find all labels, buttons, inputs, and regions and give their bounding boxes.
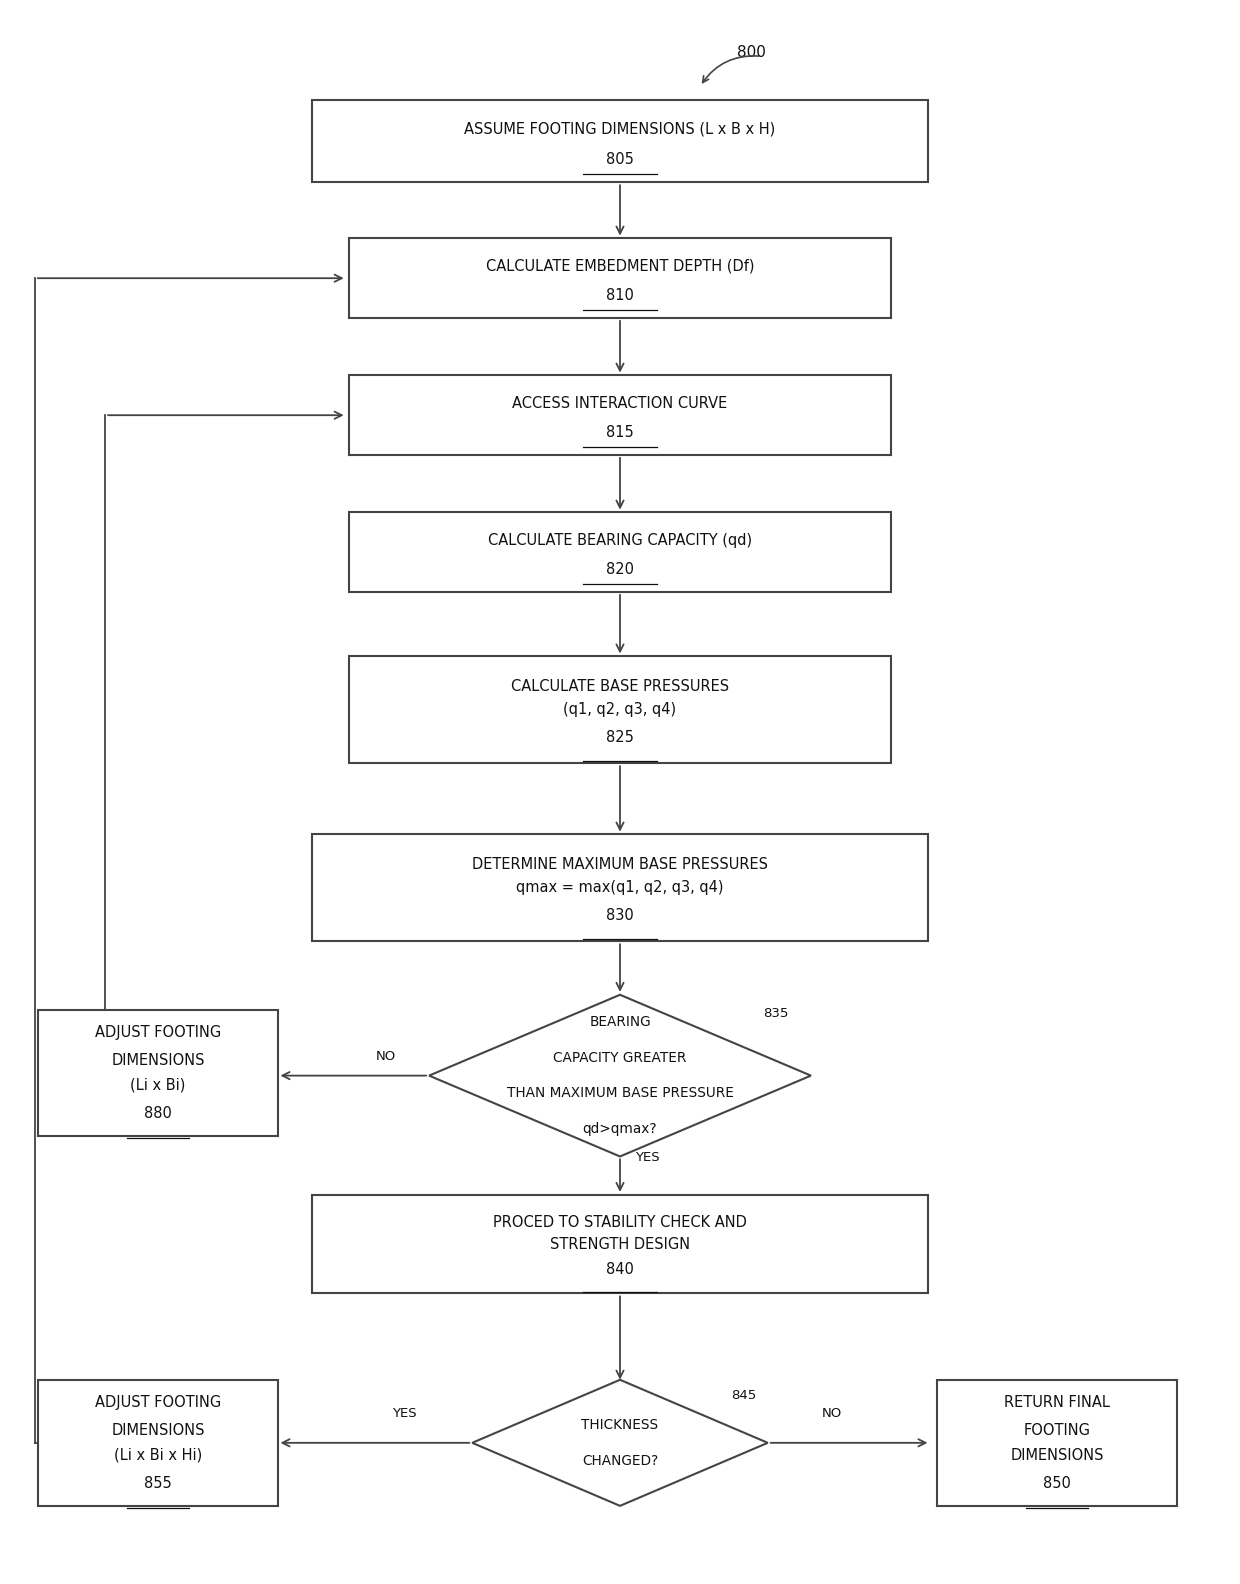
Text: 880: 880 xyxy=(144,1106,172,1121)
FancyBboxPatch shape xyxy=(348,239,892,318)
Text: qmax = max(q1, q2, q3, q4): qmax = max(q1, q2, q3, q4) xyxy=(516,881,724,895)
Text: ADJUST FOOTING: ADJUST FOOTING xyxy=(95,1025,221,1041)
Text: qd>qmax?: qd>qmax? xyxy=(583,1121,657,1136)
Text: (Li x Bi x Hi): (Li x Bi x Hi) xyxy=(114,1448,202,1464)
Text: DIMENSIONS: DIMENSIONS xyxy=(1011,1448,1104,1464)
Text: BEARING: BEARING xyxy=(589,1015,651,1030)
Text: 800: 800 xyxy=(737,44,766,60)
Text: YES: YES xyxy=(635,1152,660,1164)
Text: 825: 825 xyxy=(606,730,634,744)
FancyBboxPatch shape xyxy=(38,1011,278,1136)
FancyBboxPatch shape xyxy=(937,1380,1177,1506)
Text: PROCED TO STABILITY CHECK AND: PROCED TO STABILITY CHECK AND xyxy=(494,1215,746,1229)
FancyBboxPatch shape xyxy=(348,513,892,592)
Text: DIMENSIONS: DIMENSIONS xyxy=(112,1422,205,1438)
Text: 820: 820 xyxy=(606,562,634,577)
Text: CALCULATE BASE PRESSURES: CALCULATE BASE PRESSURES xyxy=(511,680,729,694)
Text: 810: 810 xyxy=(606,288,634,303)
Text: 855: 855 xyxy=(144,1476,172,1491)
FancyBboxPatch shape xyxy=(312,835,928,941)
Text: 845: 845 xyxy=(730,1389,756,1402)
Text: CHANGED?: CHANGED? xyxy=(582,1454,658,1468)
Polygon shape xyxy=(429,995,811,1156)
Text: ADJUST FOOTING: ADJUST FOOTING xyxy=(95,1396,221,1410)
Text: DETERMINE MAXIMUM BASE PRESSURES: DETERMINE MAXIMUM BASE PRESSURES xyxy=(472,857,768,871)
Text: DIMENSIONS: DIMENSIONS xyxy=(112,1053,205,1068)
FancyBboxPatch shape xyxy=(348,656,892,763)
Text: 840: 840 xyxy=(606,1262,634,1277)
Text: YES: YES xyxy=(392,1407,417,1419)
Text: ACCESS INTERACTION CURVE: ACCESS INTERACTION CURVE xyxy=(512,396,728,410)
Text: 835: 835 xyxy=(763,1007,789,1020)
Text: THICKNESS: THICKNESS xyxy=(582,1418,658,1432)
Text: 850: 850 xyxy=(1043,1476,1071,1491)
Text: (q1, q2, q3, q4): (q1, q2, q3, q4) xyxy=(563,702,677,718)
Text: NO: NO xyxy=(376,1050,396,1063)
Text: ASSUME FOOTING DIMENSIONS (L x B x H): ASSUME FOOTING DIMENSIONS (L x B x H) xyxy=(464,122,776,136)
Text: THAN MAXIMUM BASE PRESSURE: THAN MAXIMUM BASE PRESSURE xyxy=(507,1087,733,1101)
Text: NO: NO xyxy=(822,1407,842,1419)
Text: FOOTING: FOOTING xyxy=(1024,1422,1091,1438)
FancyBboxPatch shape xyxy=(38,1380,278,1506)
Text: STRENGTH DESIGN: STRENGTH DESIGN xyxy=(549,1237,691,1251)
Text: CALCULATE EMBEDMENT DEPTH (Df): CALCULATE EMBEDMENT DEPTH (Df) xyxy=(486,258,754,274)
Text: RETURN FINAL: RETURN FINAL xyxy=(1004,1396,1110,1410)
FancyBboxPatch shape xyxy=(312,100,928,182)
Polygon shape xyxy=(472,1380,768,1506)
Text: (Li x Bi): (Li x Bi) xyxy=(130,1079,186,1093)
Text: 815: 815 xyxy=(606,425,634,440)
Text: CAPACITY GREATER: CAPACITY GREATER xyxy=(553,1050,687,1064)
Text: CALCULATE BEARING CAPACITY (qd): CALCULATE BEARING CAPACITY (qd) xyxy=(487,532,753,548)
Text: 830: 830 xyxy=(606,908,634,923)
FancyBboxPatch shape xyxy=(312,1194,928,1294)
Text: 805: 805 xyxy=(606,152,634,166)
FancyBboxPatch shape xyxy=(348,375,892,455)
